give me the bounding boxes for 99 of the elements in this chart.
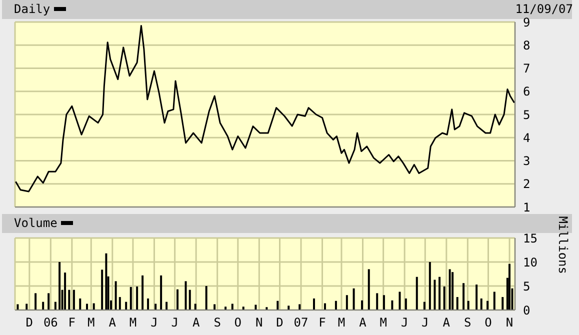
bar — [136, 286, 138, 310]
y-tick-label: 1 — [523, 200, 530, 214]
x-tick-label: M — [380, 316, 387, 330]
bar — [462, 283, 465, 310]
bar — [376, 293, 378, 310]
x-tick-label: F — [318, 316, 326, 330]
bar — [404, 298, 407, 310]
bar — [54, 302, 56, 310]
bar — [434, 280, 436, 310]
bar — [368, 269, 370, 310]
bar — [416, 276, 418, 310]
bar — [125, 302, 128, 310]
bar — [438, 276, 441, 310]
bar — [118, 297, 121, 310]
bar — [72, 290, 75, 310]
x-tick-label: N — [506, 316, 514, 330]
y-tick-label: 9 — [523, 15, 530, 30]
x-tick-label: 06 — [43, 316, 58, 330]
y-tick-label: 0 — [523, 303, 530, 318]
x-tick-label: J — [422, 316, 429, 330]
x-tick-label: J — [150, 316, 158, 330]
bar — [105, 253, 108, 310]
y-tick-label: 8 — [523, 38, 530, 52]
x-tick-label: O — [484, 316, 492, 330]
bar — [480, 298, 482, 310]
x-tick-label: N — [256, 316, 263, 330]
bar — [142, 275, 144, 310]
bar — [68, 290, 70, 310]
bar — [334, 300, 337, 310]
bar — [508, 264, 510, 310]
bar — [452, 272, 454, 310]
bar — [16, 304, 19, 310]
y-tick-label: 7 — [523, 62, 530, 76]
bar — [101, 270, 104, 310]
bar — [493, 292, 496, 310]
bar — [443, 286, 446, 310]
bar — [382, 295, 385, 310]
bar — [184, 281, 187, 310]
x-tick-label: M — [88, 316, 95, 330]
x-tick-label: M — [338, 316, 346, 330]
bar — [166, 302, 168, 310]
bar — [423, 302, 426, 310]
x-tick-label: S — [464, 316, 472, 330]
bar — [486, 300, 489, 310]
bar — [205, 286, 208, 310]
x-tick-label: J — [400, 316, 408, 330]
bar — [58, 262, 61, 310]
bar — [448, 269, 451, 310]
bar — [398, 292, 401, 310]
bar — [64, 272, 66, 310]
text: 11/09/07 — [515, 2, 573, 16]
bar — [467, 300, 470, 310]
x-tick-label: J — [171, 316, 178, 330]
bar — [352, 288, 355, 310]
bar — [298, 304, 301, 310]
bar — [114, 281, 117, 310]
bar — [188, 290, 191, 310]
y-tick-label: 5 — [523, 108, 530, 122]
bar — [48, 293, 50, 310]
x-tick-label: A — [442, 316, 451, 330]
x-tick-label: F — [68, 316, 76, 330]
x-tick-label: A — [108, 316, 117, 330]
x-tick-label: D — [276, 316, 284, 330]
x-tick-label: M — [129, 316, 137, 330]
x-tick-label: 07 — [294, 316, 308, 330]
bar — [313, 298, 316, 310]
x-tick-label: O — [234, 316, 242, 330]
bar — [34, 293, 37, 310]
y-tick-label: 2 — [523, 177, 530, 192]
bar — [42, 302, 44, 310]
x-tick-label: S — [214, 316, 221, 330]
y-tick-label: 4 — [523, 130, 530, 145]
bar — [476, 284, 478, 310]
bar — [391, 300, 394, 310]
bar — [160, 275, 162, 310]
bar — [502, 297, 504, 310]
y-tick-label: 3 — [523, 154, 530, 168]
bar — [79, 298, 82, 310]
bar — [130, 286, 132, 310]
bar — [428, 262, 431, 310]
x-tick-label: A — [192, 316, 200, 330]
legend-label: Daily — [14, 2, 50, 16]
y-axis-title: Millions — [556, 216, 570, 274]
bar — [214, 304, 216, 310]
line-series — [15, 24, 515, 192]
bar — [288, 306, 290, 310]
bar — [176, 289, 179, 310]
bar — [361, 300, 364, 310]
x-tick-label: D — [26, 316, 34, 330]
y-tick-label: 5 — [523, 279, 530, 294]
y-tick-label: 10 — [523, 255, 538, 270]
x-tick-label: A — [359, 316, 368, 330]
bar — [456, 297, 458, 310]
legend-label: Volume — [14, 216, 58, 230]
bar — [346, 295, 348, 310]
y-tick-label: 15 — [523, 231, 538, 246]
y-tick-label: 6 — [523, 84, 530, 99]
bar — [276, 300, 279, 310]
bar — [147, 298, 150, 310]
